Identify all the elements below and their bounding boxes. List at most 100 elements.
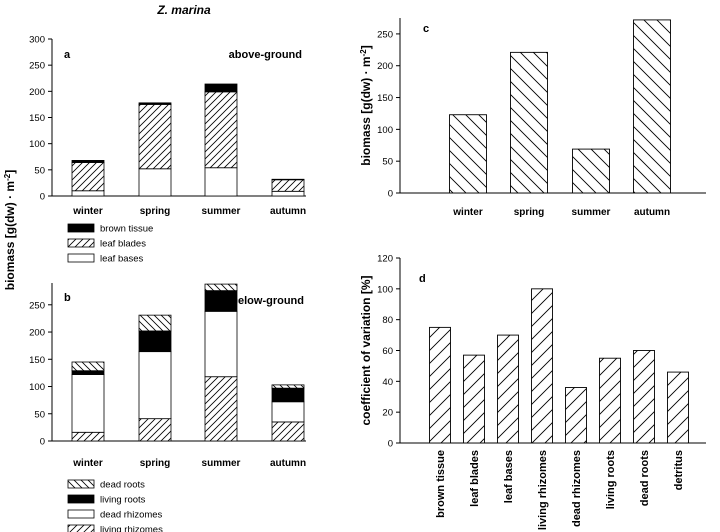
panel-d: 0 20 40 60 80 100 120 brown tissue leaf blades le… (359, 254, 706, 530)
y-axis-label: coefficient of variation [%] (359, 275, 373, 425)
y-tick-label: 80 (382, 315, 393, 326)
x-category-label: dead roots (639, 450, 651, 506)
bar-segment (71, 160, 105, 163)
panel-label: a (64, 49, 71, 61)
bar-segment (271, 387, 305, 403)
x-category-label: summer (202, 458, 241, 469)
bar-segment (138, 351, 172, 420)
bar (510, 51, 548, 194)
legend-swatch (67, 253, 95, 263)
legend-swatch (67, 524, 95, 532)
bar-segment (271, 179, 305, 192)
panel-c: 0 50 100 150 200 250 winter spring summer autumn c… (359, 18, 706, 218)
bar-segment (204, 376, 238, 442)
x-category-label: leaf blades (469, 450, 481, 507)
bar-segment (204, 167, 238, 197)
legend-label: dead roots (100, 480, 145, 491)
bar (497, 334, 519, 444)
bar (633, 19, 671, 194)
bar (667, 371, 689, 444)
bar (599, 357, 621, 444)
x-category-label: dead rhizomes (571, 450, 583, 527)
bar-segment (204, 83, 238, 93)
y-tick-label: 100 (29, 382, 45, 393)
y-tick-label: 50 (34, 165, 45, 176)
panel-b: 0 50 100 150 200 250 winter spring summer autumn b… (29, 283, 306, 532)
bar-segment (271, 178, 305, 181)
y-tick-label: 120 (377, 254, 393, 265)
y-tick-label: 100 (377, 125, 393, 136)
y-tick-label: 50 (34, 409, 45, 420)
x-category-label: autumn (270, 458, 306, 469)
bar-segment (138, 102, 172, 105)
y-tick-label: 0 (388, 439, 393, 450)
bar-segment (138, 104, 172, 170)
legend-swatch (67, 479, 95, 489)
y-tick-label: 0 (40, 192, 45, 203)
bar-segment (204, 283, 238, 292)
y-tick-label: 250 (29, 61, 45, 72)
bar (572, 148, 610, 194)
bar-segment (271, 384, 305, 389)
legend-label: living roots (100, 495, 146, 506)
y-tick-label: 60 (382, 346, 393, 357)
y-tick-label: 300 (29, 35, 45, 46)
panel-label: d (419, 273, 426, 285)
y-tick-label: 250 (377, 29, 393, 40)
bar (565, 387, 587, 444)
x-category-label: autumn (634, 207, 670, 218)
y-tick-label: 150 (377, 93, 393, 104)
y-tick-label: 150 (29, 113, 45, 124)
bar-segment (71, 361, 105, 372)
bar-segment (71, 162, 105, 192)
y-tick-label: 200 (29, 87, 45, 98)
x-category-label: spring (140, 458, 171, 469)
bar-segment (71, 370, 105, 375)
bar-segment (204, 91, 238, 169)
bar-segment (138, 418, 172, 442)
x-category-label: winter (72, 458, 103, 469)
y-tick-label: 100 (29, 139, 45, 150)
x-category-label: summer (572, 207, 611, 218)
y-axis-label: biomass [g(dw) · m-2] (359, 45, 373, 165)
y-tick-label: 150 (29, 355, 45, 366)
y-tick-label: 0 (40, 437, 45, 448)
panel-annotation: below-ground (231, 295, 304, 307)
x-category-label: living rhizomes (537, 450, 549, 530)
bar-segment (138, 314, 172, 332)
x-category-label: detritus (673, 450, 685, 490)
x-category-label: summer (202, 206, 241, 217)
panel-annotation: above-ground (229, 49, 302, 61)
legend-swatch (67, 509, 95, 519)
bar (449, 114, 487, 194)
legend-swatch (67, 494, 95, 504)
panel-a: 0 50 100 150 200 250 300 winter spring summer autu… (29, 35, 306, 265)
bar-segment (71, 374, 105, 433)
legend-swatch (67, 223, 95, 233)
y-tick-label: 200 (29, 328, 45, 339)
bar-segment (138, 330, 172, 353)
panel-label: b (64, 292, 71, 304)
y-tick-label: 40 (382, 377, 393, 388)
legend-label: living rhizomes (100, 525, 163, 532)
bar (531, 288, 553, 444)
y-tick-label: 50 (382, 157, 393, 168)
bar-segment (271, 190, 305, 197)
legend-label: brown tissue (100, 224, 153, 235)
x-category-label: autumn (270, 206, 306, 217)
y-tick-label: 20 (382, 408, 393, 419)
bar-segment (271, 401, 305, 423)
figure-title: Z. marina (156, 3, 211, 17)
bar (429, 326, 451, 444)
y-axis-label-end: ] (359, 45, 373, 49)
y-tick-label: 100 (377, 284, 393, 295)
y-axis-label-text: coefficient of variation [%] (359, 275, 373, 425)
panel-label: c (423, 23, 429, 35)
bar-segment (204, 310, 238, 378)
y-axis-label-sup: -2 (359, 49, 368, 57)
x-category-label: spring (140, 206, 171, 217)
y-tick-label: 200 (377, 61, 393, 72)
bar (463, 354, 485, 444)
legend-label: leaf blades (100, 239, 146, 250)
